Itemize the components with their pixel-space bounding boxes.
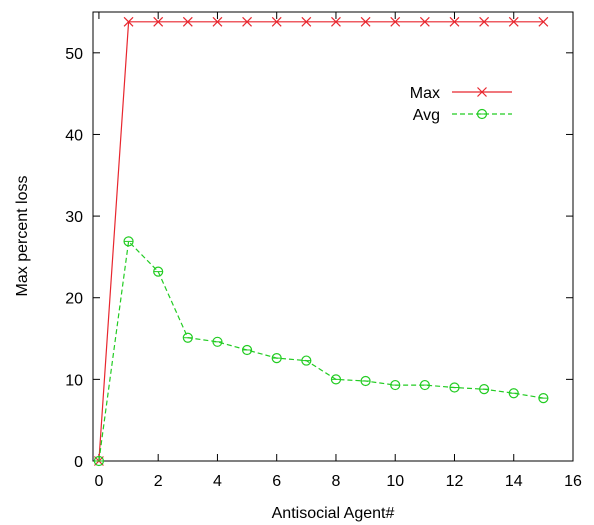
marker-stroke [212,16,223,27]
x-tick-label: 2 [154,473,163,490]
data-point-max [212,16,223,27]
data-point-avg [330,374,342,385]
data-point-max [360,16,371,27]
y-axis-label: Max percent loss [14,176,31,297]
x-axis-label: Antisocial Agent# [272,505,395,522]
marker-stroke [419,16,430,27]
series-line-max [98,21,544,462]
marker-stroke [182,16,193,27]
x-tick-label: 12 [446,473,464,490]
marker-stroke [479,16,490,27]
data-point-max [331,16,341,27]
data-point-avg [153,266,164,277]
marker-stroke [538,16,549,27]
y-tick-label: 50 [65,46,83,63]
data-point-avg [271,353,282,364]
marker-stroke [360,16,371,27]
data-point-avg [301,355,312,366]
data-point-max [301,16,312,27]
data-point-avg [182,332,193,343]
data-point-avg [123,236,134,247]
marker-stroke [390,16,401,27]
x-tick-label: 8 [332,473,341,490]
y-tick-label: 30 [65,209,83,226]
legend-label-max: Max [410,85,440,102]
marker-stroke [153,16,164,27]
marker-stroke [301,16,312,27]
data-point-max [123,16,134,27]
legend-marker-max [477,87,487,97]
x-tick-label: 6 [272,473,281,490]
legend-marker-avg [476,108,488,120]
data-point-max [449,16,460,27]
y-tick-label: 10 [65,372,83,389]
data-point-avg [419,379,430,391]
x-tick-label: 4 [213,473,222,490]
data-point-max [390,16,401,27]
y-tick-label: 20 [65,291,83,308]
data-point-max [508,16,519,27]
series-group [93,16,549,467]
data-point-avg [360,375,371,387]
data-point-avg [508,388,519,399]
data-point-avg [212,336,223,347]
data-point-avg [538,393,549,404]
data-point-avg [241,344,253,356]
marker-stroke [123,16,134,27]
data-point-avg [93,455,105,467]
data-point-max [538,16,549,27]
y-tick-label: 0 [74,454,83,471]
marker-stroke [271,16,282,27]
legend: Max Avg [410,85,512,124]
marker-stroke [508,16,519,27]
axis-ticks: 0 2 4 6 8 10 12 14 16 0 10 20 30 40 50 [65,12,582,490]
data-point-max [479,16,490,27]
plot-frame [92,11,574,462]
x-tick-label: 14 [505,473,523,490]
marker-stroke [331,16,341,27]
data-point-avg [479,384,490,395]
data-point-max [153,16,164,27]
y-tick-label: 40 [65,127,83,144]
data-point-max [242,16,252,27]
data-point-max [419,16,430,27]
data-point-max [271,16,282,27]
x-tick-label: 10 [386,473,404,490]
legend-label-avg: Avg [413,107,440,124]
x-tick-label: 16 [564,473,582,490]
marker-stroke [242,16,252,27]
marker-stroke [449,16,460,27]
data-point-avg [390,379,401,391]
data-point-avg [449,382,460,393]
data-point-max [182,16,193,27]
series-line-avg [98,240,544,462]
x-tick-label: 0 [94,473,103,490]
marker-stroke [477,87,487,97]
